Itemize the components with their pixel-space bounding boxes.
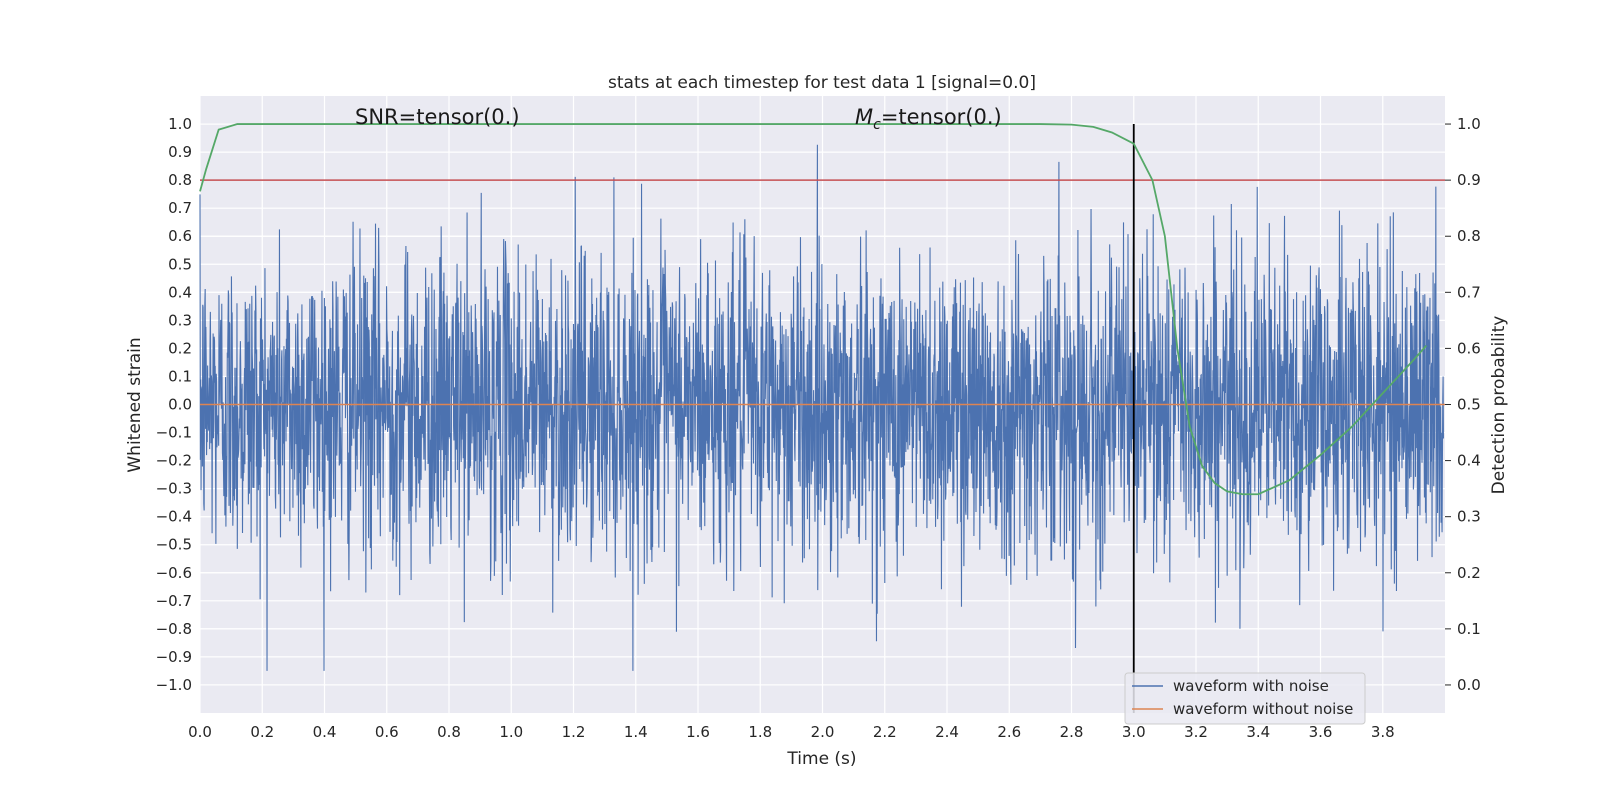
legend-box <box>1124 672 1366 725</box>
y2-axis-title: Detection probability <box>1489 316 1509 495</box>
chart-title: stats at each timestep for test data 1 [… <box>608 73 1036 93</box>
snr-annotation: SNR=tensor(0.) <box>355 105 520 129</box>
x-tick-label: 1.8 <box>748 723 772 741</box>
overlays <box>199 123 1445 713</box>
y-tick-label: 0.4 <box>168 283 192 301</box>
y2-tick-label: 0.3 <box>1457 508 1481 526</box>
x-tick-label: 2.8 <box>1060 723 1084 741</box>
y-tick-label: −0.7 <box>156 592 192 610</box>
x-tick-label: 3.0 <box>1122 723 1146 741</box>
x-tick-label: 0.4 <box>313 723 337 741</box>
x-tick-label: 1.4 <box>624 723 648 741</box>
x-tick-label: 2.4 <box>935 723 959 741</box>
y-tick-label: 0.9 <box>168 143 192 161</box>
x-tick-label: 2.0 <box>811 723 835 741</box>
y-tick-label: −0.4 <box>156 508 192 526</box>
mc-value: =tensor(0.) <box>881 105 1002 129</box>
y2-tick-label: 0.5 <box>1457 396 1481 414</box>
x-tick-label: 1.0 <box>499 723 523 741</box>
x-tick-label: 3.2 <box>1184 723 1208 741</box>
waveform-with-noise-line <box>199 144 1444 671</box>
y-tick-label: −0.1 <box>156 424 192 442</box>
x-tick-label: 3.6 <box>1309 723 1333 741</box>
detection-probability-line <box>199 123 1428 496</box>
y2-tick-label: 0.9 <box>1457 171 1481 189</box>
mc-subscript: c <box>873 117 881 133</box>
x-tick-label: 0.8 <box>437 723 461 741</box>
y-tick-label: −1.0 <box>156 676 192 694</box>
y2-tick-label: 0.8 <box>1457 227 1481 245</box>
mc-symbol: M <box>855 105 873 129</box>
x-tick-label: 2.2 <box>873 723 897 741</box>
x-tick-label: 3.8 <box>1371 723 1395 741</box>
y-tick-label: 0.6 <box>168 227 192 245</box>
y2-tick-label: 1.0 <box>1457 115 1481 133</box>
y-axis-title: Whitened strain <box>125 337 145 472</box>
y-tick-label: 0.8 <box>168 171 192 189</box>
x-tick-label: 3.4 <box>1246 723 1270 741</box>
y-tick-label: 0.5 <box>168 255 192 273</box>
y-tick-label: 1.0 <box>168 115 192 133</box>
x-tick-label: 0.0 <box>188 723 212 741</box>
legend: waveform with noise waveform without noi… <box>1124 672 1366 725</box>
y-tick-label: −0.8 <box>156 620 192 638</box>
y-tick-label: −0.5 <box>156 536 192 554</box>
y2-tick-label: 0.7 <box>1457 283 1481 301</box>
legend-label-noise: waveform with noise <box>1173 677 1329 695</box>
axes: 0.0 0.2 0.4 0.6 0.8 1.0 1.2 1.4 1.6 1.8 2.0 2.2 2.4 2… <box>156 115 1481 741</box>
x-tick-label: 0.2 <box>250 723 274 741</box>
y2-tick-label: 0.4 <box>1457 452 1481 470</box>
y-tick-label: −0.2 <box>156 452 192 470</box>
y-tick-label: −0.3 <box>156 480 192 498</box>
y-tick-label: 0.2 <box>168 339 192 357</box>
x-tick-label: 2.6 <box>997 723 1021 741</box>
y2-tick-label: 0.6 <box>1457 339 1481 357</box>
y-tick-label: −0.9 <box>156 648 192 666</box>
y-tick-label: 0.0 <box>168 396 192 414</box>
y2-tick-label: 0.2 <box>1457 564 1481 582</box>
x-tick-label: 1.2 <box>562 723 586 741</box>
y2-tick-label: 0.0 <box>1457 676 1481 694</box>
y-tick-label: −0.6 <box>156 564 192 582</box>
y2-tick-label: 0.1 <box>1457 620 1481 638</box>
series-waveform-with-noise <box>199 144 1444 671</box>
x-tick-label: 1.6 <box>686 723 710 741</box>
mc-annotation: Mc=tensor(0.) <box>855 105 1002 133</box>
y-tick-label: 0.7 <box>168 199 192 217</box>
legend-label-clean: waveform without noise <box>1173 700 1353 718</box>
y-tick-label: 0.3 <box>168 311 192 329</box>
x-axis-title: Time (s) <box>786 749 856 769</box>
x-tick-label: 0.6 <box>375 723 399 741</box>
y-tick-label: 0.1 <box>168 367 192 385</box>
